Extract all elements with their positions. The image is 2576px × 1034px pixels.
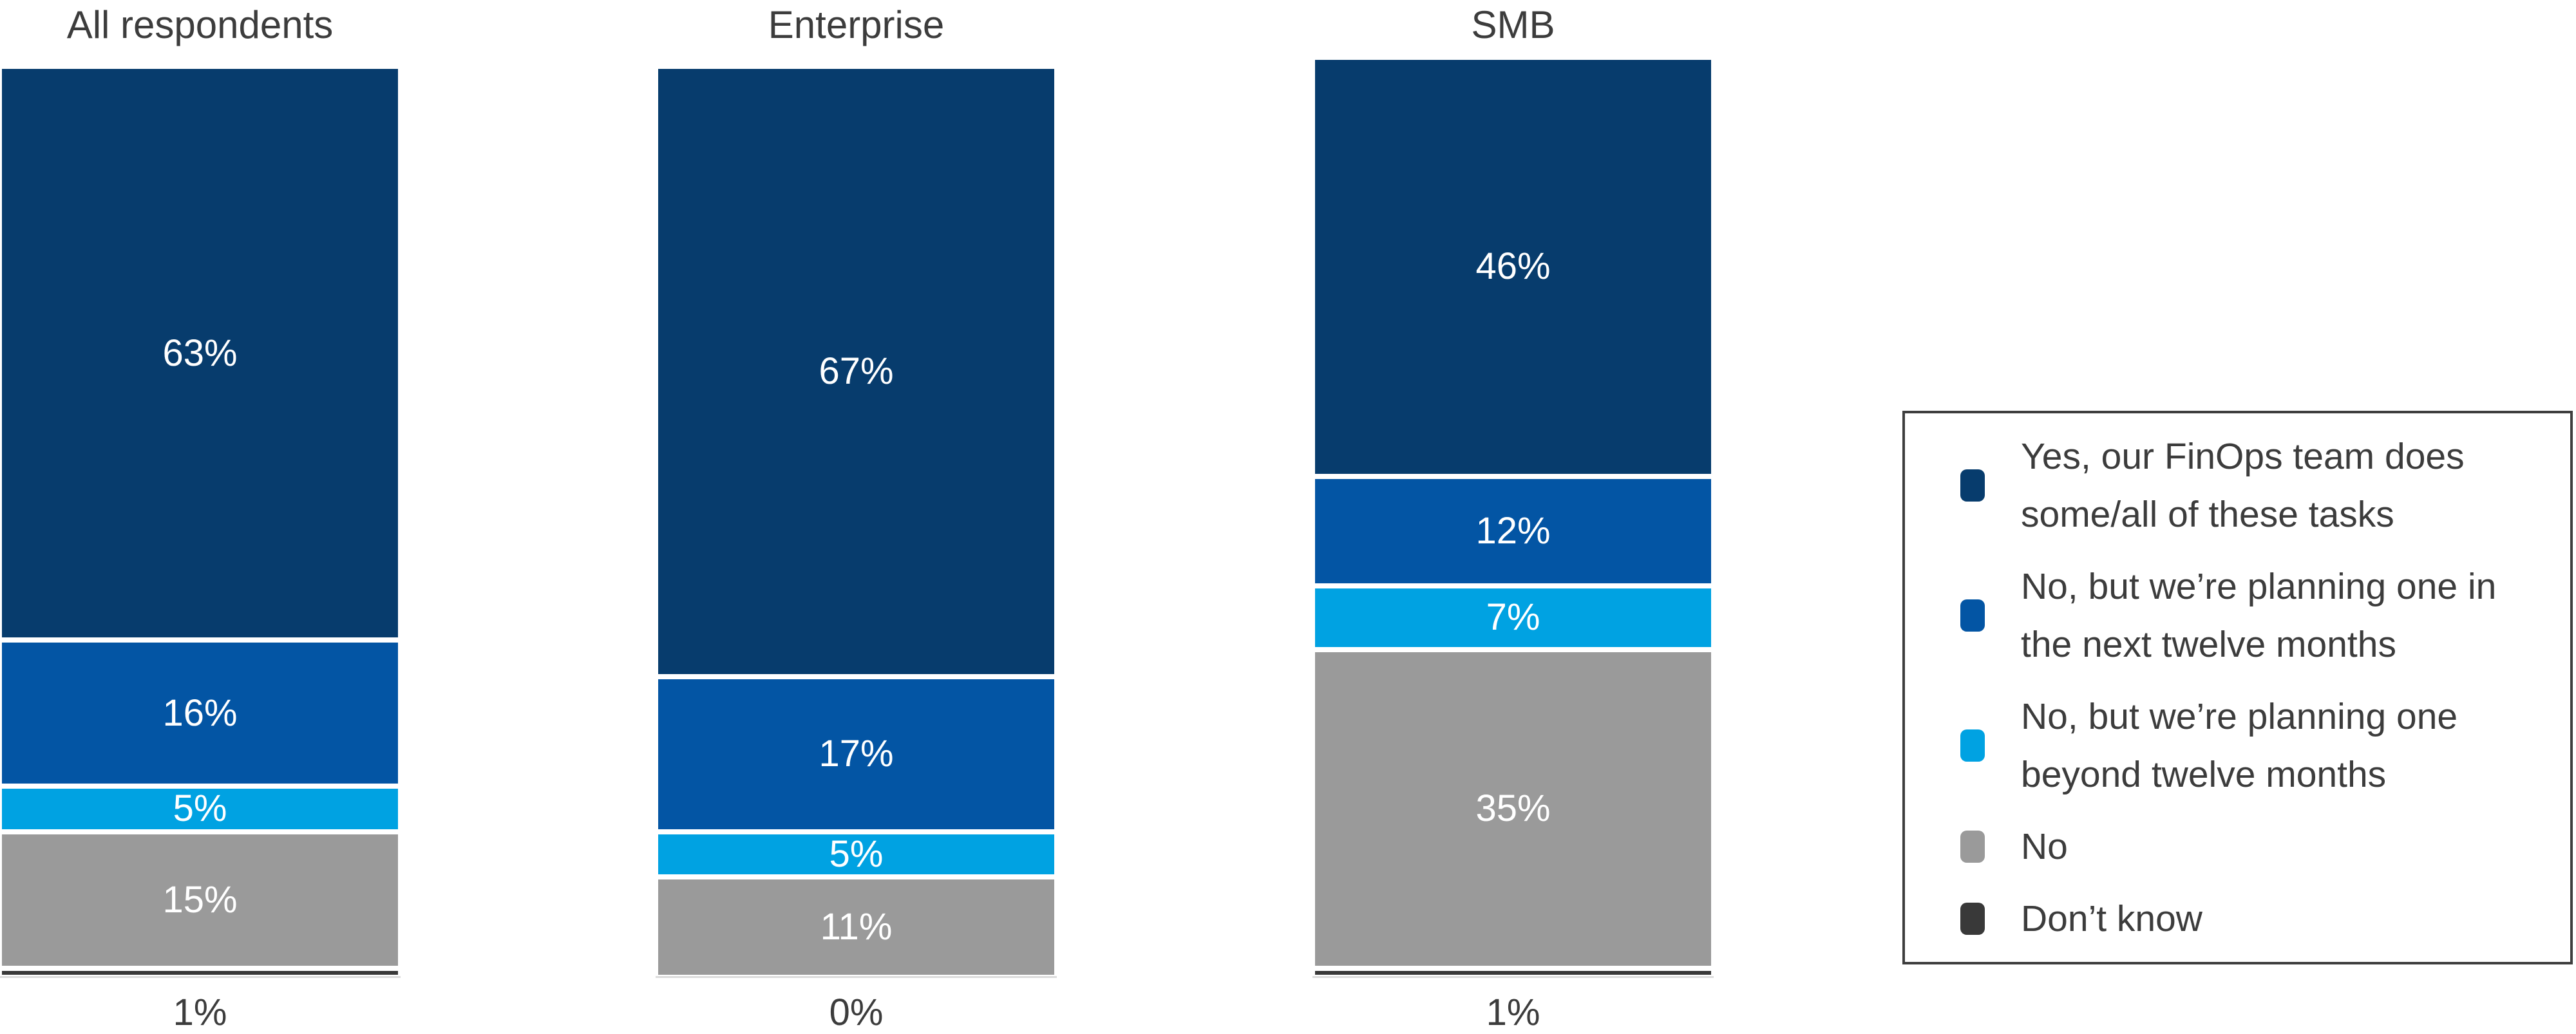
bar-segment: 15%	[2, 834, 398, 966]
legend: Yes, our FinOps team does some/all of th…	[1902, 411, 2573, 964]
bar-title: SMB	[1471, 3, 1555, 46]
legend-item: No, but we’re planning one beyond twelve…	[1960, 688, 2551, 804]
bar-stack: 63% 16% 5% 15%	[2, 69, 398, 975]
bar-title: Enterprise	[768, 3, 945, 46]
bar-segment: 5%	[2, 787, 398, 830]
segment-value-label: 16%	[162, 691, 238, 734]
category-axis-line	[656, 976, 1057, 978]
legend-swatch-icon	[1960, 469, 1985, 502]
bar-segment: 11%	[658, 879, 1054, 975]
bar-segment: 67%	[658, 69, 1054, 675]
segment-value-label: 46%	[1475, 245, 1551, 288]
segment-value-label: 35%	[1475, 787, 1551, 830]
bar-segment	[1315, 970, 1711, 975]
segment-value-label: 17%	[819, 733, 894, 775]
segment-value-label: 63%	[162, 332, 238, 374]
category-axis-line	[1312, 976, 1714, 978]
bar-segment: 7%	[1315, 588, 1711, 647]
segment-value-label: 5%	[829, 832, 884, 875]
bar-segment	[2, 970, 398, 975]
legend-item: No, but we’re planning one in the next t…	[1960, 558, 2551, 673]
legend-label: No, but we’re planning one beyond twelve…	[2021, 696, 2458, 795]
legend-label: No, but we’re planning one in the next t…	[2021, 566, 2497, 665]
bar-title: All respondents	[66, 3, 334, 46]
bar-group: All respondents 63% 16% 5% 15% 1%	[0, 0, 401, 1034]
segment-value-label: 67%	[819, 350, 894, 393]
bar-group: Enterprise 67% 17% 5% 11% 0%	[656, 0, 1057, 1034]
bar-group: SMB 46% 12% 7% 35% 1%	[1312, 0, 1714, 1034]
bar-segment: 5%	[658, 834, 1054, 875]
bar-segment: 35%	[1315, 652, 1711, 966]
legend-label: No	[2021, 826, 2068, 867]
bar-segment: 17%	[658, 679, 1054, 829]
segment-value-label: 15%	[162, 878, 238, 921]
legend-item: Yes, our FinOps team does some/all of th…	[1960, 428, 2551, 543]
segment-value-label: 5%	[173, 787, 227, 830]
category-axis-line	[0, 976, 401, 978]
below-axis-value-label: 1%	[1486, 992, 1540, 1033]
bar-stack: 67% 17% 5% 11%	[658, 69, 1054, 975]
legend-label: Yes, our FinOps team does some/all of th…	[2021, 436, 2465, 535]
segment-value-label: 11%	[820, 906, 893, 948]
legend-label: Don’t know	[2021, 898, 2202, 939]
bar-stack: 46% 12% 7% 35%	[1315, 59, 1711, 975]
bar-segment: 63%	[2, 69, 398, 638]
legend-item: Don’t know	[1960, 890, 2551, 948]
legend-swatch-icon	[1960, 903, 1985, 935]
bar-segment: 46%	[1315, 59, 1711, 474]
legend-swatch-icon	[1960, 831, 1985, 863]
segment-value-label: 7%	[1486, 596, 1540, 639]
legend-item: No	[1960, 818, 2551, 876]
legend-swatch-icon	[1960, 729, 1985, 762]
bar-segment: 16%	[2, 643, 398, 784]
legend-swatch-icon	[1960, 599, 1985, 632]
below-axis-value-label: 0%	[829, 992, 884, 1033]
segment-value-label: 12%	[1475, 509, 1551, 552]
below-axis-value-label: 1%	[173, 992, 227, 1033]
bar-segment: 12%	[1315, 478, 1711, 583]
